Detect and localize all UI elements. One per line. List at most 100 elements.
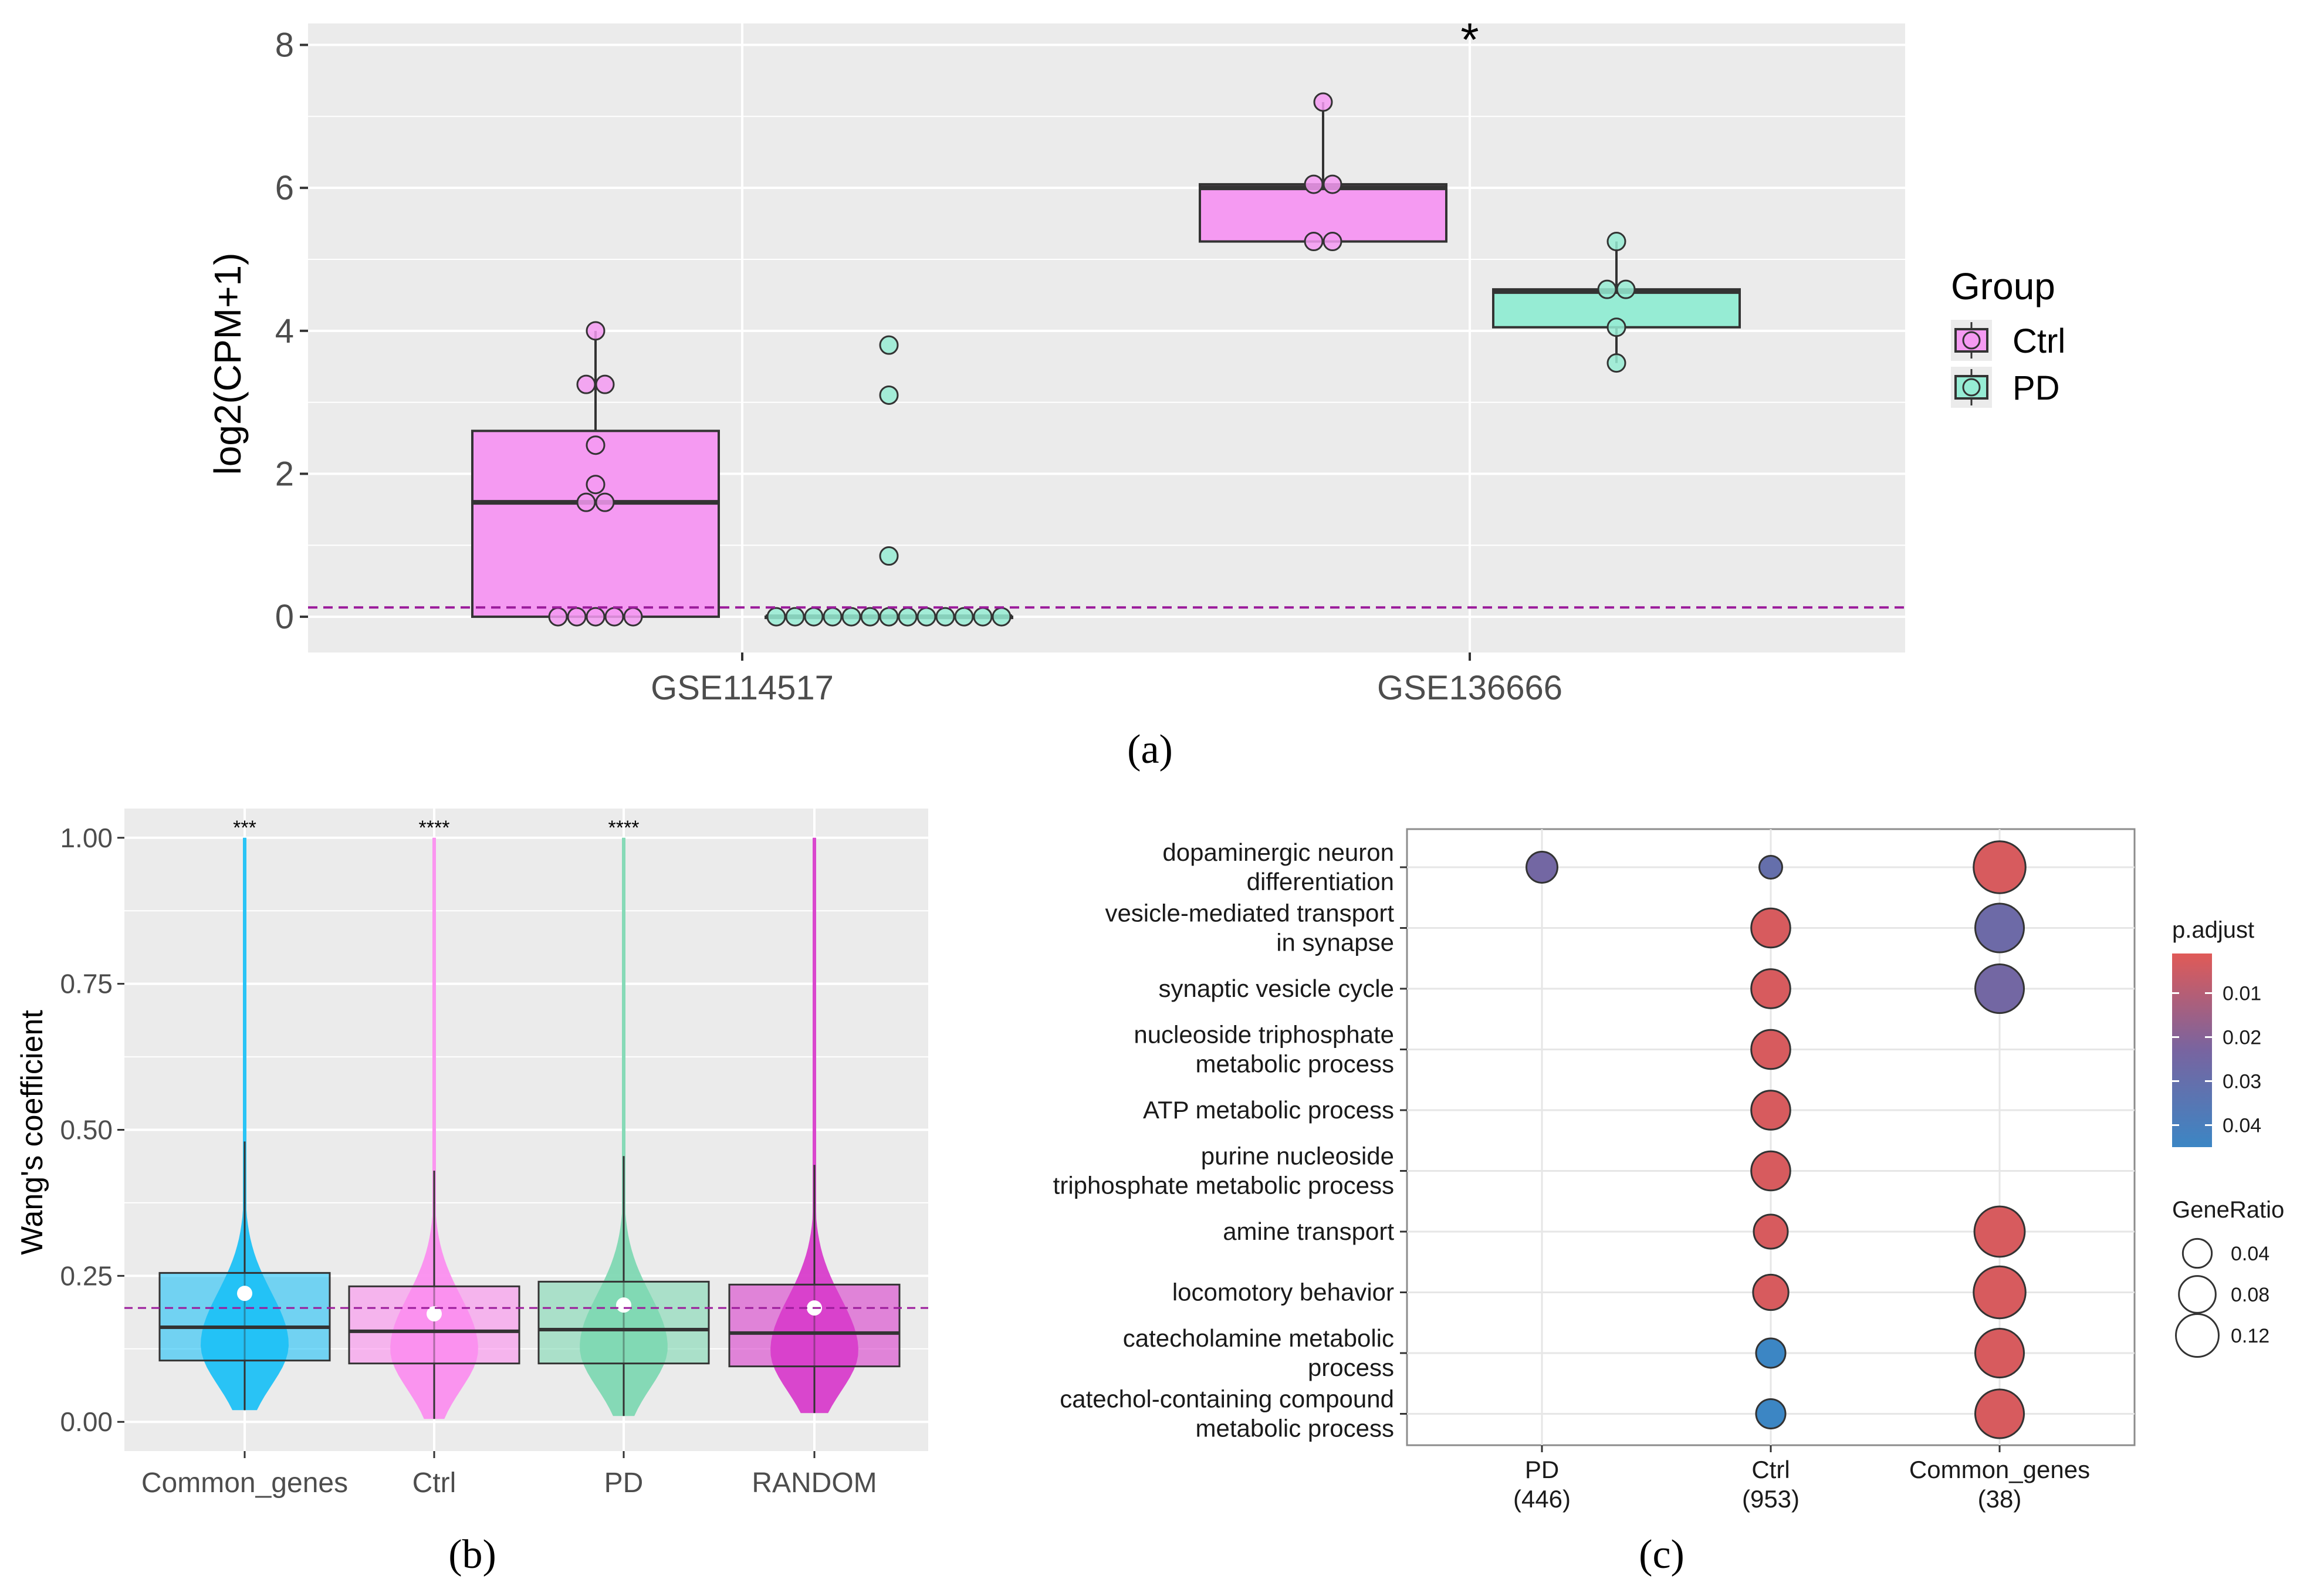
x-tick-label: Ctrl xyxy=(1751,1456,1790,1483)
significance-mark: * xyxy=(1460,13,1479,66)
violin-shape xyxy=(201,837,289,1411)
y-tick-label: 0.00 xyxy=(60,1406,113,1437)
data-point xyxy=(879,607,899,627)
mean-point xyxy=(616,1297,631,1313)
legend-size-key xyxy=(2175,1313,2220,1358)
y-tick-label: 0.50 xyxy=(60,1115,113,1145)
legend-colorbar xyxy=(2172,953,2212,1147)
y-tick-label: 2 xyxy=(275,455,294,493)
data-point xyxy=(1606,353,1626,373)
data-point xyxy=(1606,317,1626,337)
term-label: nucleoside triphosphate xyxy=(1134,1021,1394,1049)
panel-c-label: (c) xyxy=(1639,1532,1685,1577)
box-body xyxy=(728,1283,901,1368)
term-label: process xyxy=(1308,1354,1394,1381)
enrichment-dot xyxy=(1973,1205,2026,1258)
panel-b-x-ticks: Common_genes Ctrl PD RANDOM xyxy=(141,1451,877,1499)
y-tick-label: 0 xyxy=(275,598,294,636)
panel-a-boxes: * xyxy=(308,13,1905,627)
panel-b-chart: 0.00 0.25 0.50 0.75 1.00 Common_genes Ctrl PD R… xyxy=(15,809,928,1577)
legend-title: Group xyxy=(1951,265,2055,307)
enrichment-dot xyxy=(1750,1090,1791,1131)
data-point xyxy=(879,385,899,405)
legend-entry: Ctrl xyxy=(2013,322,2065,360)
legend-size-label: 0.08 xyxy=(2231,1284,2269,1306)
enrichment-dot xyxy=(1750,907,1791,949)
term-label: ATP metabolic process xyxy=(1143,1096,1394,1124)
data-point xyxy=(823,607,843,627)
x-tick-count: (38) xyxy=(1978,1485,2022,1513)
enrichment-dot xyxy=(1758,855,1783,880)
x-tick-label: Ctrl xyxy=(412,1467,456,1499)
data-point xyxy=(841,607,861,627)
data-point xyxy=(586,435,606,455)
panel-a-x-ticks: GSE114517 GSE136666 xyxy=(651,652,1562,707)
enrichment-dot xyxy=(1973,840,2027,894)
data-point xyxy=(586,321,606,341)
significance-mark: *** xyxy=(233,817,256,839)
x-tick-label: PD xyxy=(1525,1456,1559,1483)
mean-point xyxy=(237,1286,252,1301)
legend-size-label: 0.12 xyxy=(2231,1325,2269,1347)
panel-a-legend: Group Ctrl PD xyxy=(1951,265,2065,408)
data-point xyxy=(576,492,596,512)
term-label: differentiation xyxy=(1247,868,1394,895)
data-point xyxy=(935,607,955,627)
panel-a-chart: 0 2 4 6 8 GSE114517 GSE136666 * log2(CPM+1) G… xyxy=(207,13,2065,772)
colorbar-tick-label: 0.04 xyxy=(2223,1115,2261,1137)
legend-title: GeneRatio xyxy=(2172,1197,2284,1223)
y-tick-label: 8 xyxy=(275,26,294,65)
data-point xyxy=(898,607,918,627)
panel-a-y-ticks: 0 2 4 6 8 xyxy=(275,26,308,636)
data-point xyxy=(860,607,880,627)
data-point xyxy=(586,607,606,627)
enrichment-dot xyxy=(1752,1273,1790,1311)
enrichment-dot xyxy=(1973,1265,2027,1320)
x-tick-label: Common_genes xyxy=(141,1467,348,1499)
y-tick-label: 0.75 xyxy=(60,969,113,999)
data-point xyxy=(973,607,993,627)
y-tick-label: 0.25 xyxy=(60,1260,113,1291)
data-point xyxy=(604,607,624,627)
enrichment-dot xyxy=(1750,1150,1791,1192)
legend-key-point xyxy=(1962,331,1981,350)
term-label: vesicle-mediated transport xyxy=(1105,900,1394,927)
data-point xyxy=(1304,174,1324,194)
box-body xyxy=(537,1280,710,1365)
data-point xyxy=(804,607,824,627)
term-label: in synapse xyxy=(1276,929,1394,956)
enrichment-dot xyxy=(1974,902,2025,953)
x-tick-label: PD xyxy=(604,1467,644,1499)
data-point xyxy=(586,475,606,495)
legend-entry: PD xyxy=(2013,369,2060,407)
panel-c-x-ticks: PD(446) Ctrl(953) Common_genes(38) xyxy=(1513,1445,2090,1513)
data-point xyxy=(1322,232,1342,252)
legend-key-point xyxy=(1962,378,1981,397)
term-label: amine transport xyxy=(1223,1218,1394,1245)
violin-shape xyxy=(580,837,668,1416)
panel-a-label: (a) xyxy=(1127,727,1173,772)
data-point xyxy=(1322,174,1342,194)
mean-point xyxy=(427,1306,442,1322)
data-point xyxy=(1304,232,1324,252)
violin-shape xyxy=(390,837,478,1419)
enrichment-dot xyxy=(1974,1388,2025,1439)
term-label: catecholamine metabolic xyxy=(1123,1324,1394,1352)
term-label: purine nucleoside xyxy=(1201,1142,1394,1170)
panel-b-y-axis-label: Wang's coefficient xyxy=(15,1010,49,1255)
panel-c-dots xyxy=(1526,840,2027,1439)
colorbar-tick-label: 0.03 xyxy=(2223,1071,2261,1093)
legend-title: p.adjust xyxy=(2172,917,2254,943)
enrichment-dot xyxy=(1750,968,1791,1009)
panel-c-legends: p.adjust 0.01 0.02 0.03 0.04 GeneRatio 0.04 0.0… xyxy=(2172,917,2284,1358)
enrichment-dot xyxy=(1753,1213,1789,1250)
x-tick-label: GSE114517 xyxy=(651,669,834,707)
x-tick-count: (953) xyxy=(1742,1485,1800,1513)
data-point xyxy=(567,607,587,627)
y-tick-label: 1.00 xyxy=(60,823,113,853)
term-label: synaptic vesicle cycle xyxy=(1159,975,1394,1002)
box-body xyxy=(471,430,720,618)
data-point xyxy=(766,607,786,627)
data-point xyxy=(576,374,596,394)
